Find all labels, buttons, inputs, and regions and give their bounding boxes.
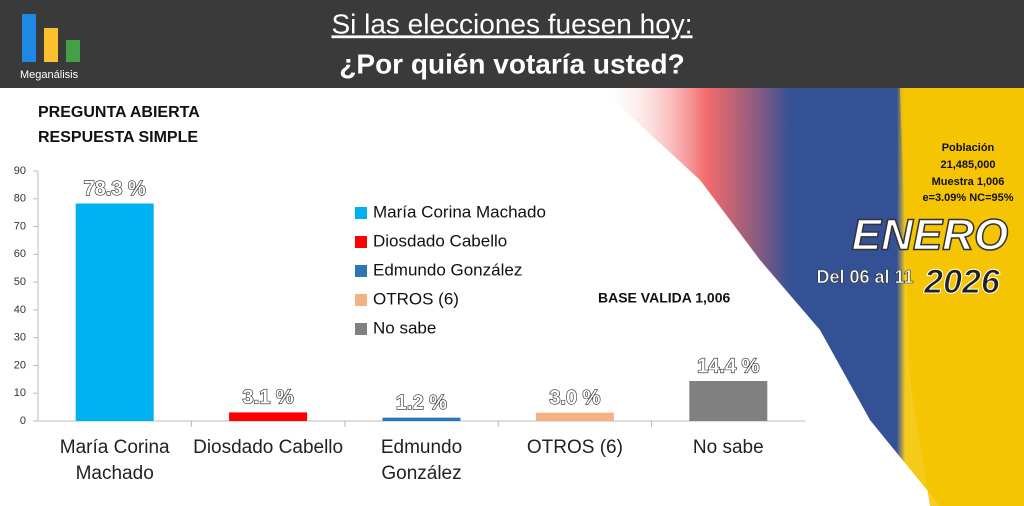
y-tick-label: 80 — [14, 193, 26, 205]
y-tick-label: 20 — [14, 359, 26, 371]
bar — [689, 381, 768, 421]
question-text: PREGUNTA ABIERTA — [38, 104, 200, 121]
annotation: BASE VALIDA 1,006 — [598, 290, 730, 306]
logo-bar — [22, 14, 36, 62]
y-tick-label: 50 — [14, 276, 26, 288]
y-tick-label: 40 — [14, 304, 26, 316]
legend-swatch — [355, 236, 367, 248]
bar — [229, 412, 308, 421]
y-tick-label: 10 — [14, 387, 26, 399]
header-title: Si las elecciones fuesen hoy: — [331, 8, 692, 39]
y-tick-label: 70 — [14, 220, 26, 232]
value-label: 3.1 % — [243, 387, 294, 409]
legend-label: No sabe — [373, 318, 436, 337]
logo-bar — [66, 40, 80, 62]
period-month: ENERO — [852, 211, 1008, 260]
sample-text: e=3.09% NC=95% — [922, 192, 1013, 204]
header-bar — [0, 0, 1024, 88]
header-subtitle: ¿Por quién votaría usted? — [339, 48, 684, 79]
legend-label: Edmundo González — [373, 260, 522, 279]
legend-swatch — [355, 207, 367, 219]
legend-swatch — [355, 265, 367, 277]
flag-yellow — [900, 88, 1024, 506]
question-text: RESPUESTA SIMPLE — [38, 129, 198, 146]
x-tick-label: OTROS (6) — [526, 437, 623, 458]
legend-swatch — [355, 323, 367, 335]
value-label: 14.4 % — [697, 355, 759, 377]
bar — [382, 417, 461, 421]
value-label: 3.0 % — [549, 387, 600, 409]
period-year: 2026 — [923, 263, 1001, 301]
sample-text: Población — [942, 142, 995, 154]
bar — [75, 203, 154, 421]
value-label: 78.3 % — [84, 178, 146, 200]
value-label: 1.2 % — [396, 392, 447, 414]
sample-text: 21,485,000 — [940, 159, 995, 171]
brand: Meganálisis — [20, 69, 79, 81]
legend-label: María Corina Machado — [373, 202, 546, 221]
y-tick-label: 0 — [20, 415, 26, 427]
x-tick-label: Diosdado Cabello — [193, 437, 344, 458]
y-tick-label: 90 — [14, 165, 26, 177]
x-tick-label: No sabe — [692, 437, 764, 458]
bar — [535, 412, 614, 421]
x-tick-label: Edmundo González — [380, 437, 463, 484]
x-tick-label: María Corina Machado — [59, 437, 170, 484]
y-tick-label: 30 — [14, 332, 26, 344]
logo-bar — [44, 28, 58, 62]
legend-label: Diosdado Cabello — [373, 231, 507, 250]
y-tick-label: 60 — [14, 248, 26, 260]
period-days: Del 06 al 11 — [816, 267, 913, 287]
sample-text: Muestra 1,006 — [932, 176, 1005, 188]
legend-label: OTROS (6) — [373, 289, 459, 308]
legend-swatch — [355, 294, 367, 306]
